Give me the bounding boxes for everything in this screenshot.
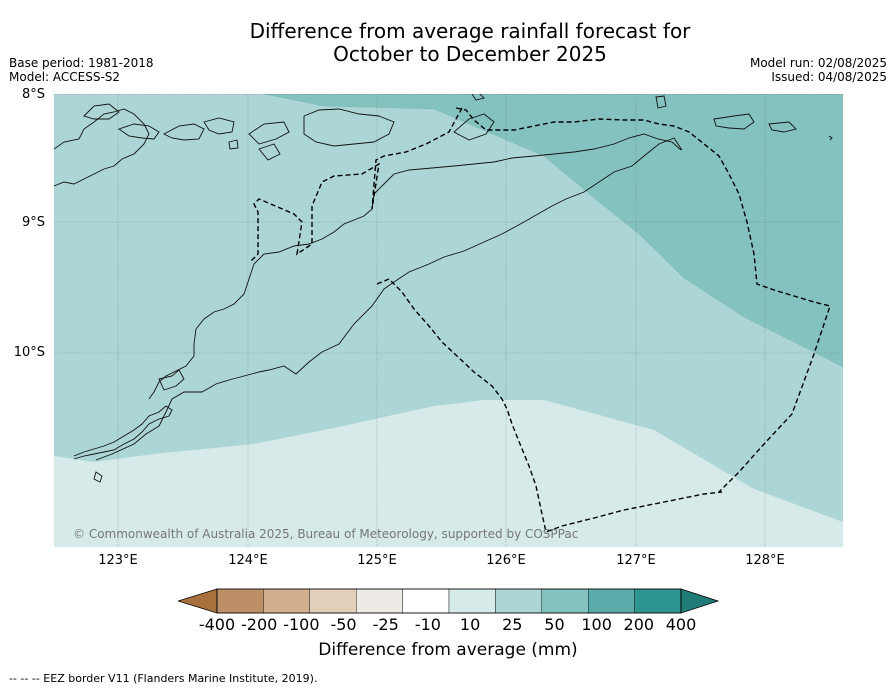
lon-label-124e: 124°E (228, 553, 268, 568)
colorbar-tick-label: -50 (330, 615, 357, 634)
title-line-2: October to December 2025 (333, 42, 607, 66)
lat-label-8s: 8°S (21, 87, 45, 102)
colorbar-tick-label: 100 (581, 615, 612, 634)
colorbar-cell (634, 588, 682, 614)
lat-label-10s: 10°S (13, 345, 45, 360)
colorbar-cell (402, 588, 450, 614)
map-title: Difference from average rainfall forecas… (0, 20, 896, 66)
colorbar-high-extend (680, 588, 720, 614)
colorbar-tick-label: 200 (623, 615, 655, 634)
colorbar-tick-label: 25 (502, 615, 523, 634)
colorbar-tick-label: 10 (459, 615, 481, 634)
eez-footnote: -- -- -- EEZ border V11 (Flanders Marine… (9, 672, 318, 685)
colorbar-tick-label: -400 (198, 615, 236, 634)
colorbar-tick-label: 50 (544, 615, 565, 634)
issued-date: Issued: 04/08/2025 (771, 70, 887, 84)
meta-left: Base period: 1981-2018 Model: ACCESS-S2 (9, 56, 154, 84)
title-line-1: Difference from average rainfall forecas… (249, 19, 691, 43)
colorbar-cell (309, 588, 357, 614)
colorbar-cell (263, 588, 311, 614)
forecast-map (54, 94, 843, 547)
colorbar-cell (355, 588, 403, 614)
colorbar-tick-label: -200 (241, 615, 278, 634)
colorbar-cell (448, 588, 496, 614)
lon-label-123e: 123°E (98, 553, 138, 568)
lat-label-9s: 9°S (21, 215, 45, 230)
lon-label-126e: 126°E (486, 553, 526, 568)
meta-right: Model run: 02/08/2025 Issued: 04/08/2025 (750, 56, 887, 84)
copyright-notice: © Commonwealth of Australia 2025, Bureau… (73, 527, 579, 541)
colorbar-cell (495, 588, 542, 614)
colorbar-tick-label: 400 (665, 615, 697, 634)
model-run: Model run: 02/08/2025 (749, 56, 887, 70)
colorbar-tick-label: -100 (283, 615, 320, 634)
eez-border (249, 107, 831, 533)
colorbar-low-extend (178, 588, 218, 614)
colorbar-tick-label: -10 (414, 615, 441, 634)
colorbar-title: Difference from average (mm) (318, 640, 578, 660)
zone-50-100 (263, 94, 843, 368)
coastlines (54, 94, 833, 483)
model-name: Model: ACCESS-S2 (9, 70, 121, 84)
lon-label-127e: 127°E (616, 553, 656, 568)
lon-label-125e: 125°E (357, 553, 397, 568)
colorbar (178, 588, 720, 614)
colorbar-tick-label: -25 (372, 615, 399, 634)
graticule (54, 94, 843, 547)
base-period: Base period: 1981-2018 (9, 56, 154, 70)
colorbar-cell (216, 588, 264, 614)
lon-label-128e: 128°E (745, 553, 785, 568)
colorbar-cell (541, 588, 589, 614)
colorbar-cell (588, 588, 635, 614)
